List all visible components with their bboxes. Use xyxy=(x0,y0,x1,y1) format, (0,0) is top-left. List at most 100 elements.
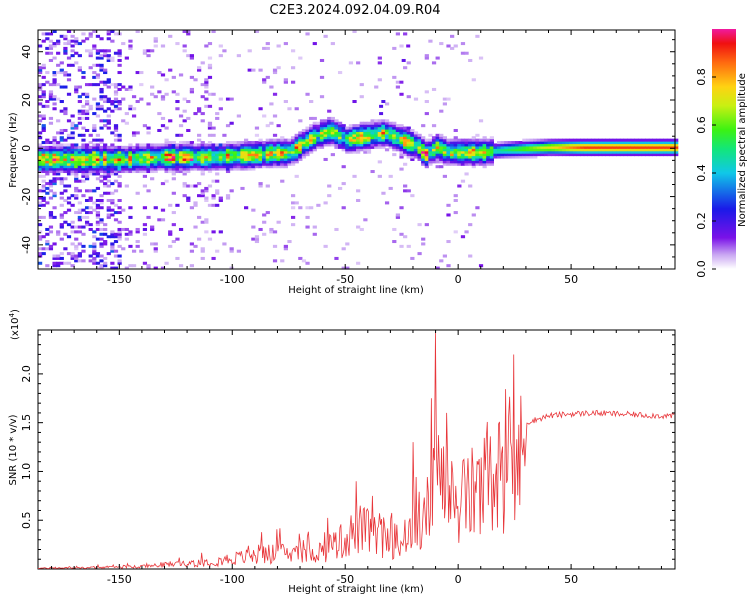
spectrogram-cell xyxy=(442,254,447,258)
spectrogram-cell xyxy=(117,167,122,171)
spectrogram-cell xyxy=(265,153,270,157)
spectrogram-cell xyxy=(117,174,122,178)
spectrogram-cell xyxy=(204,165,209,169)
spectrogram-cell xyxy=(175,148,180,152)
spectrogram-cell xyxy=(352,148,357,152)
spectrogram-cell xyxy=(619,143,625,147)
spectrogram-cell xyxy=(356,61,361,65)
spectrogram-cell xyxy=(413,153,419,157)
spectrogram-cell xyxy=(413,148,419,152)
spectrogram-cell xyxy=(66,157,72,161)
spectrogram-cell xyxy=(637,143,643,147)
spectrogram-cell xyxy=(594,153,599,157)
spectrogram-cell xyxy=(558,148,563,152)
spectrogram-cell xyxy=(337,126,343,130)
spectrogram-cell xyxy=(135,148,140,152)
spectrogram-cell xyxy=(200,165,205,169)
spectrogram-cell xyxy=(363,124,368,128)
spectrogram-cell xyxy=(135,227,140,231)
spectrogram-cell xyxy=(265,157,270,161)
spectrogram-cell xyxy=(84,170,90,174)
spectrogram-cell xyxy=(421,143,426,147)
spectrogram-cell xyxy=(334,227,339,231)
spectrogram-cell xyxy=(572,145,578,149)
spectrogram-cell xyxy=(601,153,607,157)
spectrogram-cell xyxy=(290,194,296,198)
spectrogram-cell xyxy=(164,150,169,154)
spectrogram-cell xyxy=(95,160,101,164)
spectrogram-cell xyxy=(117,230,122,234)
spectrogram-cell xyxy=(572,143,578,147)
spectrogram-cell xyxy=(482,153,487,157)
spectrogram-cell xyxy=(56,131,61,135)
spectrogram-cell xyxy=(48,162,54,166)
spectrogram-cell xyxy=(106,37,111,41)
spectrogram-cell xyxy=(41,162,46,166)
spectrogram-cell xyxy=(63,177,68,181)
spectrogram-cell xyxy=(178,162,184,166)
spectrogram-cell xyxy=(670,141,675,145)
spectrogram-cell xyxy=(384,201,390,205)
spectrogram-cell xyxy=(182,153,187,157)
spectrogram-cell xyxy=(269,143,274,147)
spectrogram-cell xyxy=(193,143,198,147)
spectrogram-cell xyxy=(392,131,397,135)
spectrogram-cell xyxy=(38,203,43,207)
spectrogram-cell xyxy=(576,143,581,147)
spectrogram-cell xyxy=(121,170,126,174)
spectrogram-cell xyxy=(81,167,86,171)
spectrogram-cell xyxy=(59,191,64,195)
spectrogram-cell xyxy=(171,143,176,147)
spectrogram-cell xyxy=(200,172,205,176)
spectrogram-cell xyxy=(551,145,556,149)
spectrogram-cell xyxy=(251,153,256,157)
spectrogram-cell xyxy=(48,170,54,174)
spectrogram-cell xyxy=(160,143,166,147)
spectrogram-cell xyxy=(63,155,68,159)
spectrogram-cell xyxy=(446,145,451,149)
spectrogram-cell xyxy=(74,167,79,171)
spectrogram-cell xyxy=(84,83,90,87)
spectrogram-cell xyxy=(84,206,90,210)
spectrogram-cell xyxy=(634,153,639,157)
spectrogram-cell xyxy=(45,80,50,84)
spectrogram-cell xyxy=(218,54,223,58)
spectrogram-cell xyxy=(103,261,108,265)
spectrogram-cell xyxy=(59,128,64,132)
spectrogram-cell xyxy=(619,138,625,142)
spectrogram-cell xyxy=(522,150,527,154)
spectrogram-cell xyxy=(598,141,603,145)
spectrogram-cell xyxy=(56,141,61,145)
spectrogram-cell xyxy=(63,184,68,188)
spectrogram-cell xyxy=(222,150,227,154)
spectrogram-cell xyxy=(218,148,223,152)
spectrogram-cell xyxy=(157,165,162,169)
spectrogram-cell xyxy=(142,184,148,188)
spectrogram-cell xyxy=(168,203,173,207)
spectrogram-cell xyxy=(236,162,241,166)
spectrogram-cell xyxy=(648,153,654,157)
spectrogram-cell xyxy=(471,136,476,140)
spectrogram-cell xyxy=(95,49,101,53)
spectrogram-cell xyxy=(236,143,241,147)
spectrogram-cell xyxy=(370,143,375,147)
spectrogram-cell xyxy=(186,30,191,34)
spectrogram-cell xyxy=(117,220,122,224)
spectrogram-cell xyxy=(265,162,270,166)
spectrogram-cell xyxy=(113,97,119,101)
spectrogram-cell xyxy=(601,143,607,147)
spectrogram-cell xyxy=(63,170,68,174)
spectrogram-cell xyxy=(88,54,93,58)
spectrogram-cell xyxy=(359,124,364,128)
spectrogram-cell xyxy=(442,141,447,145)
spectrogram-cell xyxy=(431,153,437,157)
spectrogram-cell xyxy=(612,145,617,149)
spectrogram-cell xyxy=(659,143,664,147)
spectrogram-cell xyxy=(218,44,223,48)
spectrogram-cell xyxy=(77,225,82,229)
spectrogram-cell xyxy=(38,196,43,200)
spectrogram-cell xyxy=(63,112,68,116)
spectrogram-cell xyxy=(103,124,108,128)
spectrogram-cell xyxy=(370,121,375,125)
spectrogram-cell xyxy=(471,162,476,166)
